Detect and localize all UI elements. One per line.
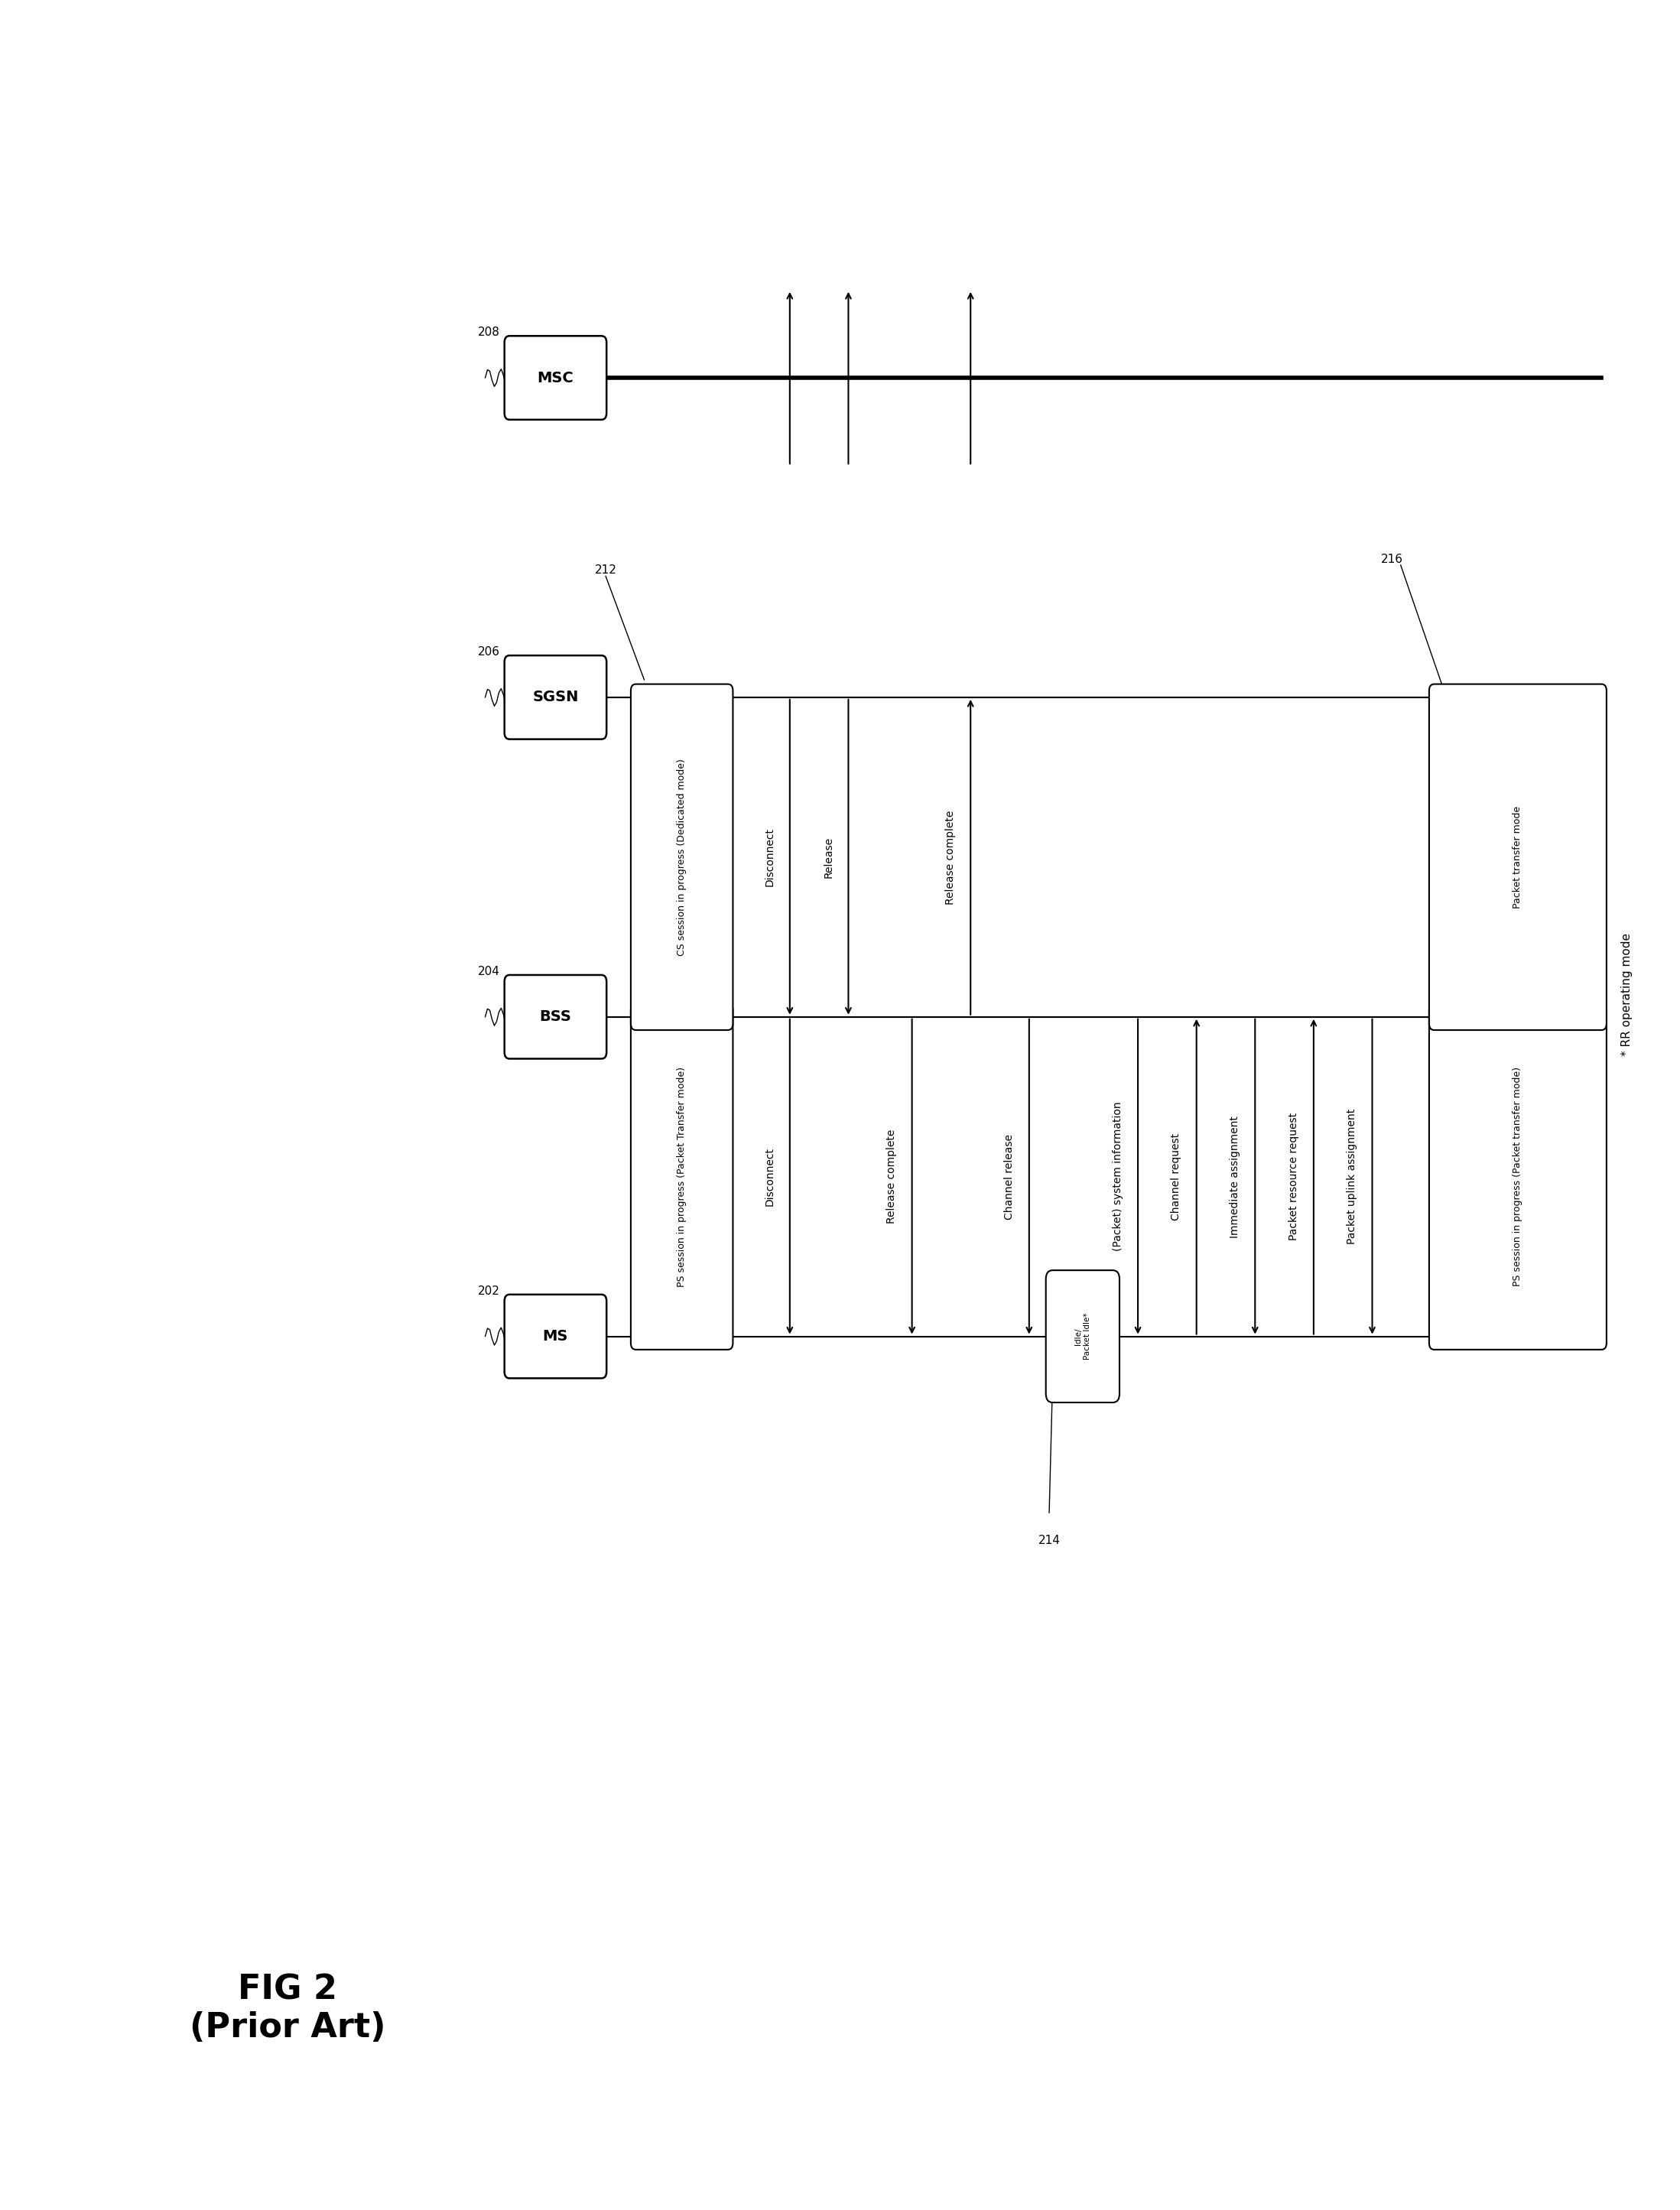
Text: Packet uplink assignment: Packet uplink assignment	[1347, 1109, 1357, 1244]
Text: SGSN: SGSN	[533, 690, 578, 705]
Text: 204: 204	[477, 966, 499, 977]
FancyBboxPatch shape	[504, 975, 606, 1059]
Text: Immediate assignment: Immediate assignment	[1230, 1116, 1240, 1238]
Text: MSC: MSC	[538, 371, 575, 385]
Text: CS session in progress (Dedicated mode): CS session in progress (Dedicated mode)	[677, 758, 687, 955]
FancyBboxPatch shape	[1047, 1271, 1119, 1403]
Text: Release: Release	[823, 835, 833, 877]
Text: Packet resource request: Packet resource request	[1289, 1112, 1299, 1240]
Text: Release complete: Release complete	[946, 809, 956, 904]
FancyBboxPatch shape	[630, 1003, 732, 1350]
Text: * RR operating mode: * RR operating mode	[1621, 933, 1633, 1056]
Text: BSS: BSS	[539, 1010, 571, 1023]
Text: MS: MS	[543, 1328, 568, 1344]
Text: 208: 208	[477, 327, 499, 338]
FancyBboxPatch shape	[1430, 1003, 1606, 1350]
Text: 216: 216	[1381, 555, 1403, 566]
Text: PS session in progress (Packet transfer mode): PS session in progress (Packet transfer …	[1514, 1067, 1522, 1286]
Text: FIG 2
(Prior Art): FIG 2 (Prior Art)	[190, 1974, 386, 2044]
FancyBboxPatch shape	[504, 336, 606, 420]
Text: Idle/
Packet Idle*: Idle/ Packet Idle*	[1075, 1313, 1090, 1359]
Text: PS session in progress (Packet Transfer mode): PS session in progress (Packet Transfer …	[677, 1067, 687, 1286]
FancyBboxPatch shape	[504, 1295, 606, 1379]
Text: (Packet) system information: (Packet) system information	[1112, 1103, 1124, 1251]
Text: Packet transfer mode: Packet transfer mode	[1514, 807, 1522, 908]
Text: Disconnect: Disconnect	[764, 1147, 774, 1207]
Text: 214: 214	[1038, 1534, 1060, 1547]
Text: Channel release: Channel release	[1003, 1134, 1015, 1220]
Text: Channel request: Channel request	[1171, 1134, 1181, 1220]
Text: Disconnect: Disconnect	[764, 829, 774, 886]
Text: 206: 206	[477, 645, 499, 659]
FancyBboxPatch shape	[630, 685, 732, 1030]
Text: Release complete: Release complete	[887, 1129, 897, 1224]
Text: 212: 212	[595, 566, 617, 577]
Text: 202: 202	[477, 1286, 499, 1297]
FancyBboxPatch shape	[1430, 685, 1606, 1030]
FancyBboxPatch shape	[504, 656, 606, 738]
